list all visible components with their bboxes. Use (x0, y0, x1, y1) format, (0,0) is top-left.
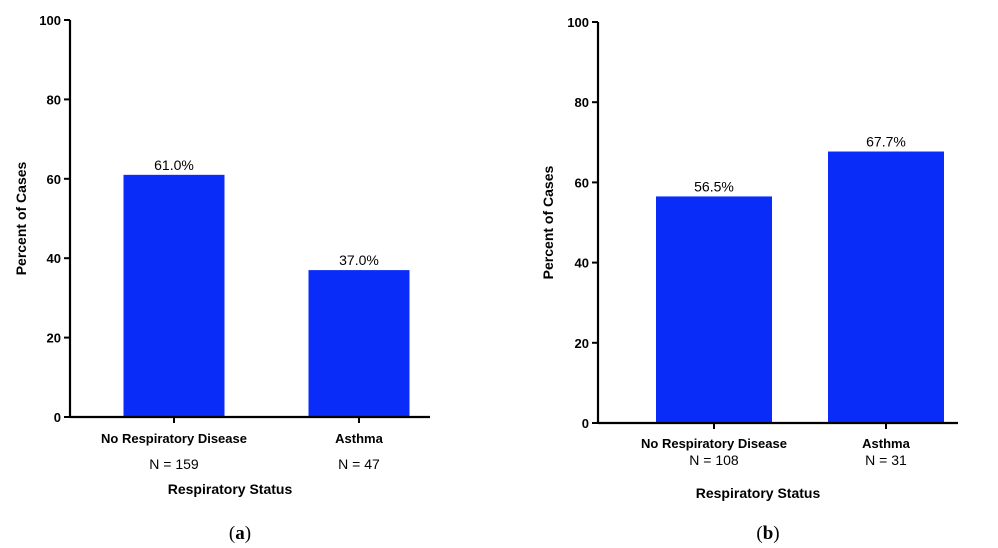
y-tick-label: 80 (575, 95, 589, 110)
data-label: 61.0% (154, 157, 194, 173)
bar-no-respiratory-disease (123, 174, 225, 417)
y-axis-title: Percent of Cases (13, 161, 29, 275)
panel-caption: (b) (756, 523, 779, 544)
y-tick-label: 100 (39, 13, 61, 28)
x-category-label: No Respiratory Disease (101, 431, 247, 446)
y-tick-label: 0 (582, 416, 589, 431)
y-tick-label: 60 (575, 175, 589, 190)
data-label: 67.7% (866, 134, 906, 150)
panel-caption: (a) (229, 523, 251, 544)
y-tick-label: 60 (47, 172, 61, 187)
y-tick-label: 0 (54, 410, 61, 425)
bar-asthma (308, 270, 410, 417)
x-axis-title: Respiratory Status (696, 485, 821, 501)
x-category-label: No Respiratory Disease (641, 436, 787, 451)
y-tick-label: 40 (575, 256, 589, 271)
sample-size-label: N = 108 (689, 452, 739, 468)
x-category-label: Asthma (862, 436, 910, 451)
y-tick-label: 20 (575, 336, 589, 351)
y-tick-label: 20 (47, 331, 61, 346)
x-category-label: Asthma (335, 431, 383, 446)
chart-panel-b: 56.5% 67.7% 0 20 40 60 80 100 No Respiratory Dis… (540, 15, 958, 544)
y-tick-label: 40 (47, 251, 61, 266)
data-label: 37.0% (339, 252, 379, 268)
bar-no-respiratory-disease (656, 196, 772, 423)
sample-size-label: N = 159 (149, 456, 199, 472)
data-label: 56.5% (694, 178, 734, 194)
y-tick-label: 100 (567, 15, 589, 30)
sample-size-label: N = 31 (865, 452, 907, 468)
sample-size-label: N = 47 (338, 456, 380, 472)
y-tick-label: 80 (47, 92, 61, 107)
x-axis-title: Respiratory Status (168, 481, 293, 497)
bar-asthma (828, 151, 944, 423)
y-axis-title: Percent of Cases (540, 165, 556, 279)
chart-panel-a: 61.0% 37.0% 0 20 40 60 80 100 No Respiratory Dis… (13, 13, 430, 544)
